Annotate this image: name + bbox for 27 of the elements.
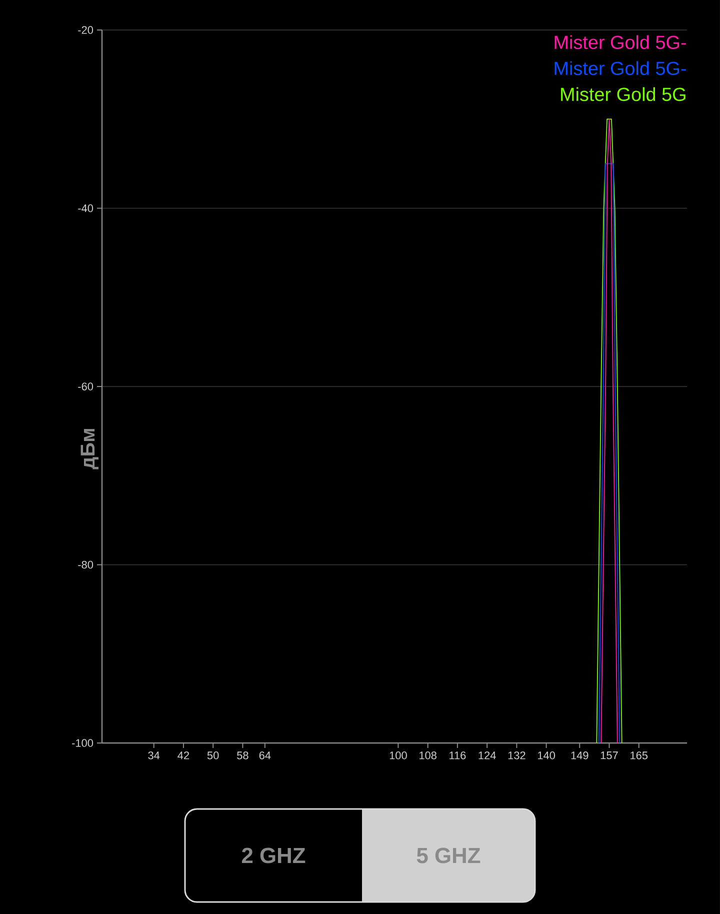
text: 2 GHZ bbox=[242, 848, 306, 864]
x-tick-label: 108 bbox=[420, 752, 436, 760]
y-tick-label: -20 bbox=[78, 26, 94, 34]
x-tick-label: 58 bbox=[237, 752, 248, 760]
x-tick-label: 124 bbox=[478, 752, 496, 760]
y-tick-label: -60 bbox=[78, 382, 94, 390]
text: Mister Gold 5G- bbox=[554, 61, 686, 76]
text: 5 GHZ bbox=[416, 848, 480, 864]
y-axis-title: дБм bbox=[80, 429, 98, 470]
x-tick-label: 100 bbox=[390, 752, 407, 760]
x-tick-label: 132 bbox=[508, 752, 526, 760]
y-tick-label: -100 bbox=[72, 739, 94, 747]
x-tick-label: 157 bbox=[600, 752, 618, 760]
text: Mister Gold 5G- bbox=[554, 35, 686, 50]
x-tick-label: 165 bbox=[630, 752, 648, 760]
x-tick-label: 149 bbox=[571, 752, 588, 760]
x-tick-label: 50 bbox=[207, 752, 219, 760]
y-tick-label: -40 bbox=[78, 204, 94, 212]
line-series bbox=[596, 118, 622, 744]
x-tick-label: 116 bbox=[450, 752, 466, 760]
series-label: Mister Gold 5G bbox=[561, 87, 686, 102]
x-tick-label: 34 bbox=[148, 752, 160, 760]
x-tick-label: 42 bbox=[178, 752, 189, 760]
y-tick-label: -80 bbox=[78, 560, 94, 569]
x-tick-label: 64 bbox=[259, 752, 271, 760]
x-tick-label: 140 bbox=[538, 752, 556, 760]
line-series bbox=[600, 118, 618, 744]
